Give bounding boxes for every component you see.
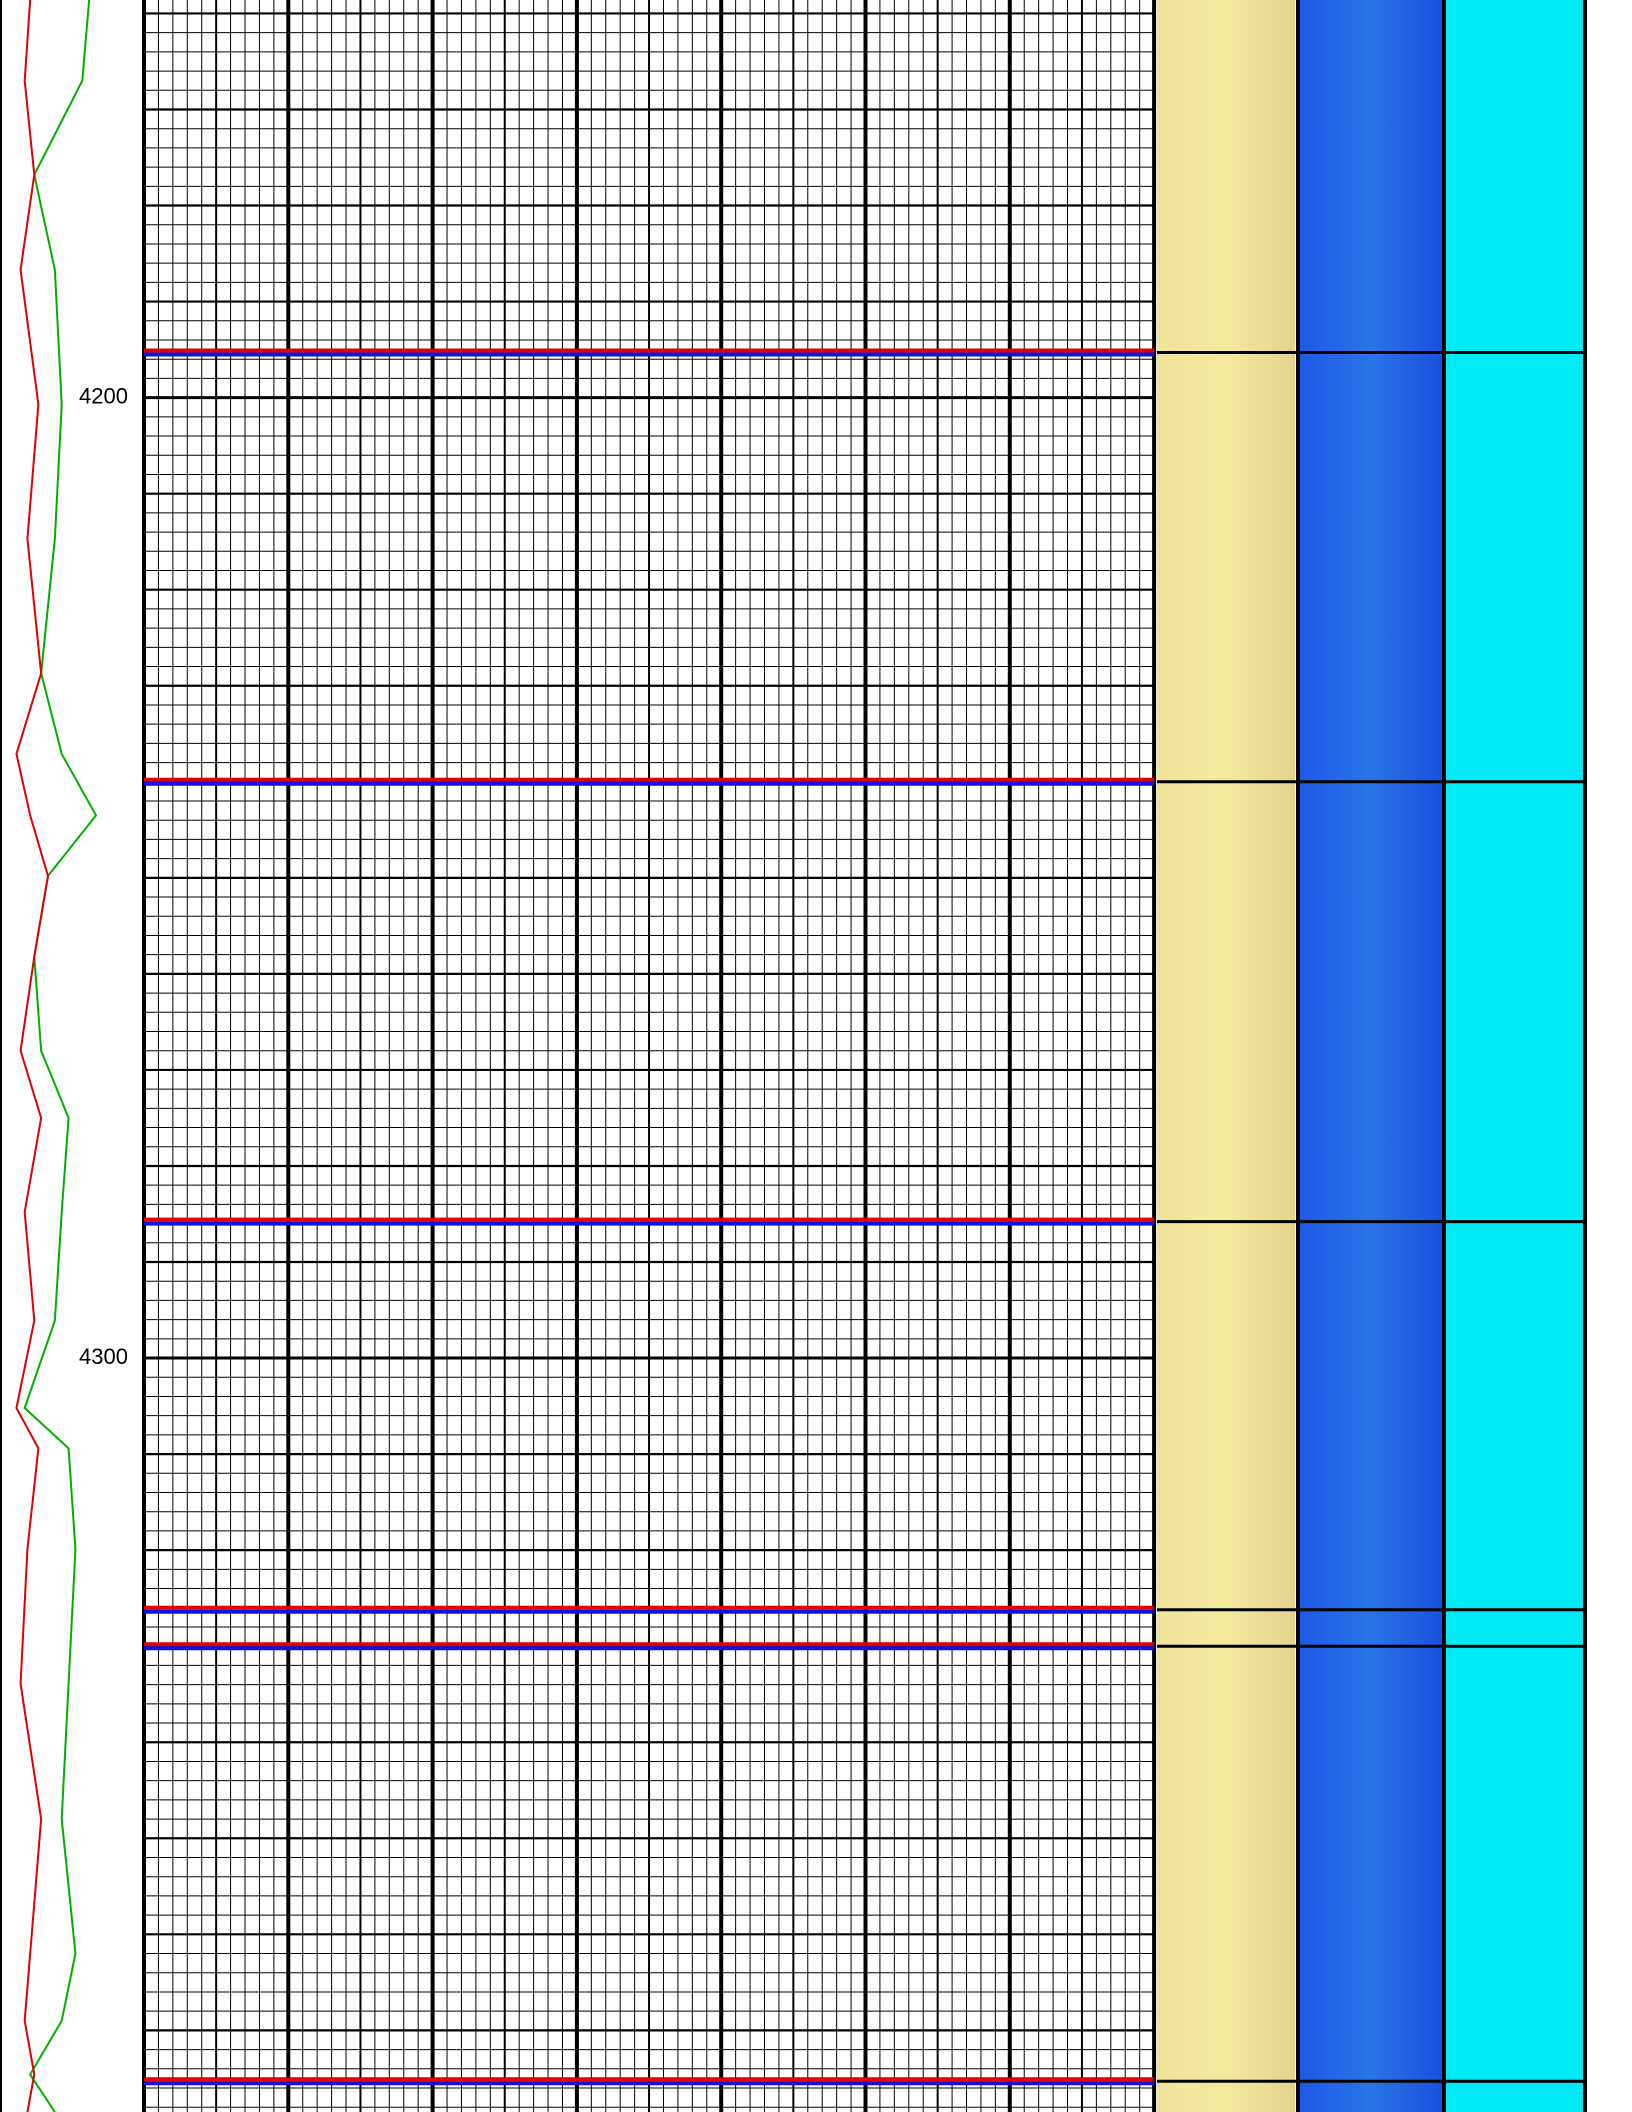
depth-label: 4200: [79, 383, 128, 408]
depth-label: 4300: [79, 1344, 128, 1369]
image-track-cyan: [1446, 0, 1585, 2112]
image-track-yellow: [1157, 0, 1295, 2112]
image-track-blue: [1300, 0, 1442, 2112]
curve: [15, 0, 50, 2112]
curve: [23, 0, 98, 2112]
marks: 4200 4300: [15, 0, 1585, 2112]
